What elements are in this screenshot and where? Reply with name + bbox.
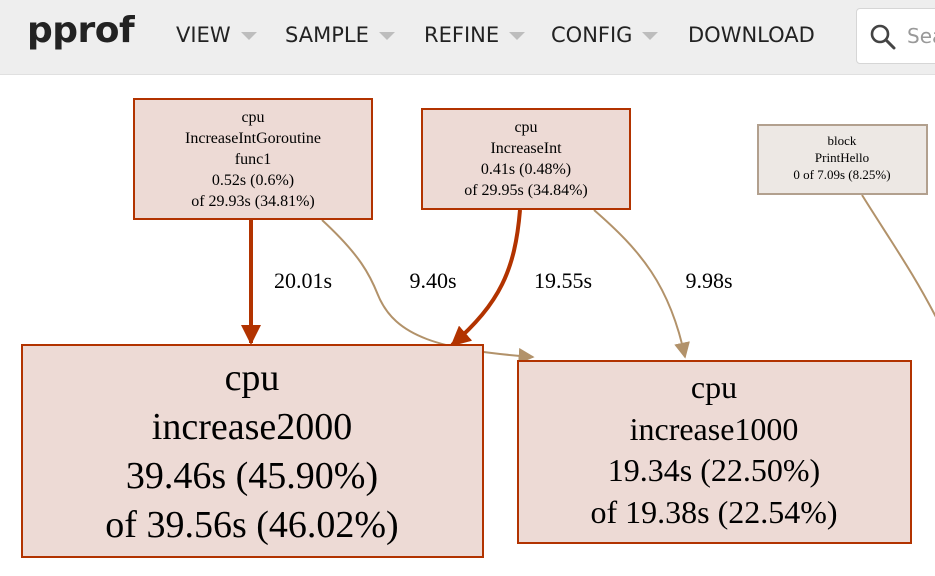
menu-config[interactable]: CONFIG xyxy=(551,23,659,47)
edge-label: 20.01s xyxy=(274,268,332,293)
node-line: 0 of 7.09s (8.25%) xyxy=(793,167,890,182)
node-line: 39.46s (45.90%) xyxy=(126,455,378,497)
menu-sample[interactable]: SAMPLE xyxy=(285,23,395,47)
node-line: cpu xyxy=(691,369,737,405)
node-line: of 29.93s (34.81%) xyxy=(191,193,315,210)
node-line: IncreaseInt xyxy=(490,140,562,157)
node-line: of 39.56s (46.02%) xyxy=(105,504,398,546)
node-line: of 19.38s (22.54%) xyxy=(590,494,837,530)
search-input[interactable] xyxy=(905,23,935,49)
menu-view-label: VIEW xyxy=(176,23,231,47)
edge-label: 9.40s xyxy=(409,268,456,293)
node-line: increase1000 xyxy=(630,411,799,447)
edge-printhello-outgoing[interactable] xyxy=(861,194,935,325)
toolbar: pprof VIEW SAMPLE REFINE CONFIG DOWNLOAD xyxy=(0,0,935,75)
node-line: block xyxy=(828,133,857,148)
menu-refine[interactable]: REFINE xyxy=(424,23,526,47)
node-line: cpu xyxy=(241,109,264,126)
chevron-down-icon xyxy=(642,32,659,40)
node-line: PrintHello xyxy=(815,150,869,165)
chevron-down-icon xyxy=(378,32,395,40)
app-logo[interactable]: pprof xyxy=(27,10,135,51)
node-line: cpu xyxy=(514,119,537,136)
node-line: 0.41s (0.48%) xyxy=(481,161,571,178)
node-increase1000[interactable]: cpu increase1000 19.34s (22.50%) of 19.3… xyxy=(517,360,912,544)
edge-increaseint-to-increase2000[interactable]: 19.55s xyxy=(450,209,592,347)
node-increase2000[interactable]: cpu increase2000 39.46s (45.90%) of 39.5… xyxy=(21,344,484,558)
menu-view[interactable]: VIEW xyxy=(176,23,257,47)
edge-label: 9.98s xyxy=(685,268,732,293)
node-line: increase2000 xyxy=(152,406,352,448)
chevron-down-icon xyxy=(509,32,526,40)
menu-sample-label: SAMPLE xyxy=(285,23,369,47)
node-line: of 29.95s (34.84%) xyxy=(464,182,588,199)
chevron-down-icon xyxy=(240,32,257,40)
edge-goroutine-to-increase2000[interactable]: 20.01s xyxy=(241,220,332,345)
node-increaseint[interactable]: cpu IncreaseInt 0.41s (0.48%) of 29.95s … xyxy=(421,108,631,210)
menu-download-label: DOWNLOAD xyxy=(688,23,815,47)
node-line: 19.34s (22.50%) xyxy=(608,452,820,488)
node-line: IncreaseIntGoroutine xyxy=(185,130,321,147)
menu-download[interactable]: DOWNLOAD xyxy=(688,23,815,47)
call-graph[interactable]: 20.01s 9.40s 19.55s 9.98s cpu IncreaseIn… xyxy=(0,75,935,576)
node-line: cpu xyxy=(225,357,280,399)
edge-label: 19.55s xyxy=(534,268,592,293)
node-printhello[interactable]: block PrintHello 0 of 7.09s (8.25%) xyxy=(757,124,928,195)
edge-increaseint-to-increase1000[interactable]: 9.98s xyxy=(593,209,733,359)
menu-refine-label: REFINE xyxy=(424,23,500,47)
node-line: 0.52s (0.6%) xyxy=(212,172,294,189)
node-line: func1 xyxy=(235,151,271,168)
search-icon xyxy=(870,24,896,50)
search-box[interactable] xyxy=(856,8,935,64)
node-increaseintgoroutine-func1[interactable]: cpu IncreaseIntGoroutine func1 0.52s (0.… xyxy=(133,98,373,220)
menu-config-label: CONFIG xyxy=(551,23,633,47)
